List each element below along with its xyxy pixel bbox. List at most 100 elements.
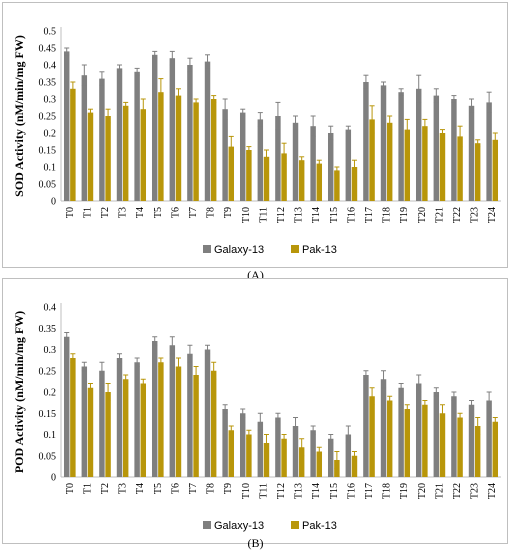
- x-tick-label: T1: [82, 207, 93, 218]
- y-tick-label: 0.3: [44, 345, 57, 356]
- bar-pak-13: [193, 102, 199, 201]
- y-tick-label: 0.35: [39, 324, 57, 335]
- bar-galaxy-13: [239, 112, 246, 201]
- x-tick-label: T9: [223, 483, 234, 494]
- x-tick-label: T11: [258, 207, 269, 223]
- x-tick-label: T10: [241, 483, 252, 499]
- x-tick-label: T2: [100, 483, 111, 494]
- x-tick-label: T7: [188, 207, 199, 218]
- y-tick-label: 0.5: [44, 27, 57, 38]
- x-tick-label: T19: [399, 207, 410, 223]
- x-tick-label: T15: [329, 207, 340, 223]
- bar-pak-13: [140, 383, 147, 477]
- bar-galaxy-13: [81, 75, 88, 201]
- bar-galaxy-13: [204, 349, 211, 477]
- x-tick-label: T5: [153, 207, 164, 218]
- bar-galaxy-13: [363, 375, 369, 477]
- bar-galaxy-13: [99, 78, 105, 201]
- y-axis-label: SOD Activity (nM/min/mg FW): [12, 35, 26, 197]
- bar-pak-13: [439, 133, 446, 201]
- bar-pak-13: [422, 404, 428, 477]
- pod-chart: POD Activity (nM/min/mg FW) 0 0.05 0.1 0.15 0…: [12, 303, 501, 532]
- bar-pak-13: [457, 136, 463, 201]
- bar-pak-13: [105, 392, 111, 477]
- bar-pak-13: [439, 413, 446, 477]
- bar-pak-13: [334, 170, 340, 201]
- x-tick-label: T12: [276, 483, 287, 499]
- x-tick-label: T13: [294, 483, 305, 499]
- x-tick-label: T14: [311, 207, 322, 223]
- bar-galaxy-13: [257, 119, 264, 201]
- bar-pak-13: [210, 370, 217, 477]
- bar-galaxy-13: [415, 88, 422, 201]
- y-tick-label: 0.45: [39, 44, 57, 55]
- legend-label-galaxy-13: Galaxy-13: [214, 244, 264, 256]
- bar-galaxy-13: [151, 341, 158, 477]
- bar-pak-13: [158, 92, 164, 201]
- x-tick-label: T20: [417, 483, 428, 499]
- bar-galaxy-13: [134, 71, 140, 201]
- bar-pak-13: [474, 143, 481, 201]
- y-axis-label: POD Activity (nM/min/mg FW): [12, 311, 26, 473]
- bar-galaxy-13: [169, 58, 176, 202]
- bar-galaxy-13: [275, 116, 281, 201]
- bar-galaxy-13: [134, 362, 140, 477]
- bar-galaxy-13: [81, 366, 88, 477]
- legend-label-galaxy-13: Galaxy-13: [214, 520, 264, 532]
- bar-pak-13: [87, 112, 94, 201]
- x-tick-label: T23: [470, 483, 481, 499]
- x-tick-label: T9: [223, 207, 234, 218]
- bar-pak-13: [404, 409, 411, 477]
- y-tick-label: 0.15: [39, 409, 57, 420]
- bar-galaxy-13: [310, 430, 316, 477]
- bar-galaxy-13: [415, 383, 422, 477]
- x-tick-label: T8: [206, 207, 217, 218]
- bar-galaxy-13: [345, 129, 352, 201]
- bar-galaxy-13: [345, 434, 352, 477]
- bar-pak-13: [246, 434, 252, 477]
- bar-galaxy-13: [187, 353, 193, 477]
- y-tick-label: 0.1: [44, 430, 57, 441]
- y-tick-label: 0.4: [44, 61, 57, 72]
- x-tick-label: T22: [452, 483, 463, 499]
- bar-pak-13: [351, 455, 358, 477]
- bar-pak-13: [193, 375, 199, 477]
- bar-pak-13: [175, 95, 182, 201]
- y-tick-label: 0.25: [39, 112, 57, 123]
- y-tick-label: 0.3: [44, 95, 57, 106]
- bar-galaxy-13: [187, 65, 193, 201]
- legend-swatch-pak-13: [291, 245, 299, 253]
- bar-galaxy-13: [99, 370, 105, 477]
- x-tick-label: T0: [65, 207, 76, 218]
- y-tick-label: 0.15: [39, 146, 57, 157]
- x-tick-label: T13: [294, 207, 305, 223]
- bar-galaxy-13: [63, 51, 70, 202]
- bar-galaxy-13: [486, 400, 492, 477]
- x-tick-label: T3: [118, 483, 129, 494]
- bar-pak-13: [386, 400, 393, 477]
- x-tick-label: T4: [135, 483, 146, 494]
- bar-pak-13: [316, 163, 323, 201]
- x-tick-label: T24: [487, 207, 498, 223]
- bar-pak-13: [228, 146, 235, 201]
- bar-galaxy-13: [222, 409, 228, 477]
- y-tick-label: 0.05: [39, 180, 57, 191]
- bar-galaxy-13: [239, 413, 246, 477]
- bar-pak-13: [175, 366, 182, 477]
- x-tick-label: T4: [135, 207, 146, 218]
- bar-pak-13: [457, 417, 463, 477]
- bar-pak-13: [263, 156, 270, 201]
- x-tick-label: T22: [452, 207, 463, 223]
- sod-chart: SOD Activity (nM/min/mg FW) 0 0.05 0.1 0.15 0…: [12, 27, 501, 256]
- bar-galaxy-13: [257, 421, 264, 477]
- bar-galaxy-13: [486, 102, 492, 201]
- x-tick-label: T23: [470, 207, 481, 223]
- bar-pak-13: [316, 451, 323, 477]
- pod-chart-panel: POD Activity (nM/min/mg FW) 0 0.05 0.1 0.15 0…: [2, 278, 508, 544]
- bar-galaxy-13: [169, 345, 176, 477]
- bar-galaxy-13: [433, 95, 440, 201]
- bar-pak-13: [369, 396, 375, 477]
- bar-pak-13: [281, 153, 287, 201]
- bar-pak-13: [70, 358, 76, 477]
- y-tick-label: 0: [51, 197, 56, 208]
